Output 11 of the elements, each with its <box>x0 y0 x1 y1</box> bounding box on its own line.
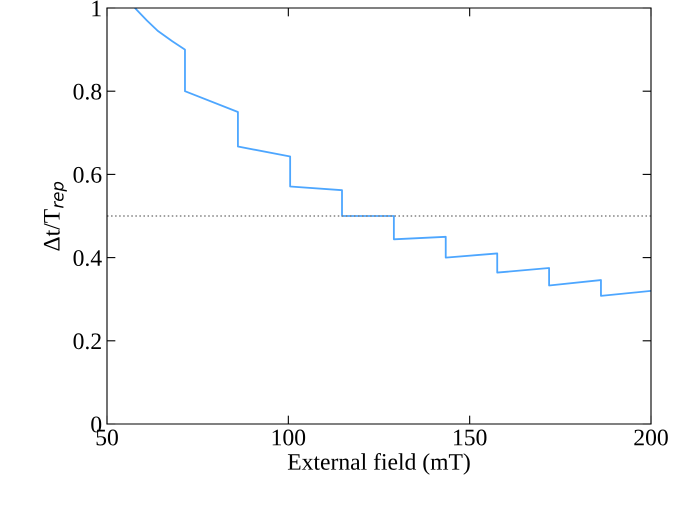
x-tick-label: 200 <box>634 430 668 446</box>
line-series <box>134 8 651 297</box>
y-tick-label: 0.2 <box>74 333 101 350</box>
y-tick-label: 0.6 <box>74 166 102 183</box>
y-tick-label: 1 <box>92 0 101 16</box>
y-tick-label: 0.4 <box>74 250 102 266</box>
y-tick-label: 0.8 <box>74 84 102 100</box>
x-tick-label: 150 <box>454 430 486 446</box>
x-axis-title: External field (mT) <box>288 453 470 475</box>
x-tick-label: 100 <box>272 430 306 446</box>
y-axis-title: Δt/T$_{rep}$ <box>44 182 67 251</box>
